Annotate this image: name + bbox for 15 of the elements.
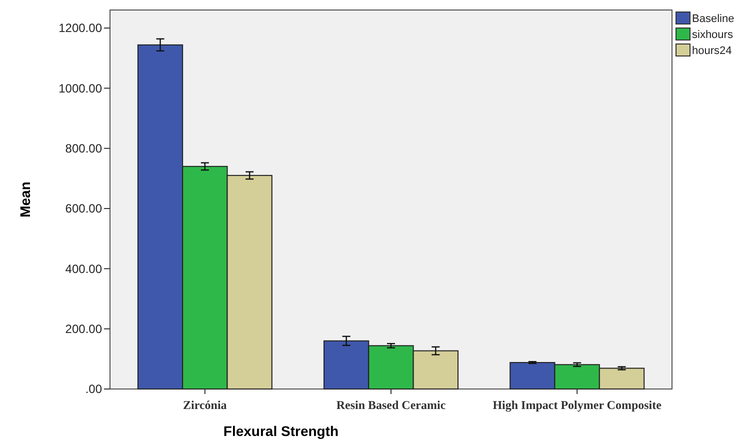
y-tick-label: 400.00 bbox=[65, 262, 102, 276]
x-tick-label: Zircónia bbox=[183, 398, 227, 412]
legend-label: sixhours bbox=[692, 29, 734, 41]
x-tick-label: Resin Based Ceramic bbox=[336, 398, 446, 412]
y-tick-label: 800.00 bbox=[65, 142, 102, 156]
y-tick-label: 600.00 bbox=[65, 202, 102, 216]
y-axis-title: Mean bbox=[17, 182, 33, 218]
x-tick-label: High Impact Polymer Composite bbox=[492, 398, 662, 412]
y-tick-label: .00 bbox=[85, 382, 102, 396]
x-axis-title: Flexural Strength bbox=[223, 423, 339, 439]
legend-label: hours24 bbox=[692, 45, 732, 57]
y-tick-label: 1200.00 bbox=[58, 21, 102, 36]
y-tick-label: 200.00 bbox=[65, 322, 102, 336]
y-tick-label: 1000.00 bbox=[58, 81, 102, 96]
legend-label: Baseline bbox=[692, 13, 734, 25]
